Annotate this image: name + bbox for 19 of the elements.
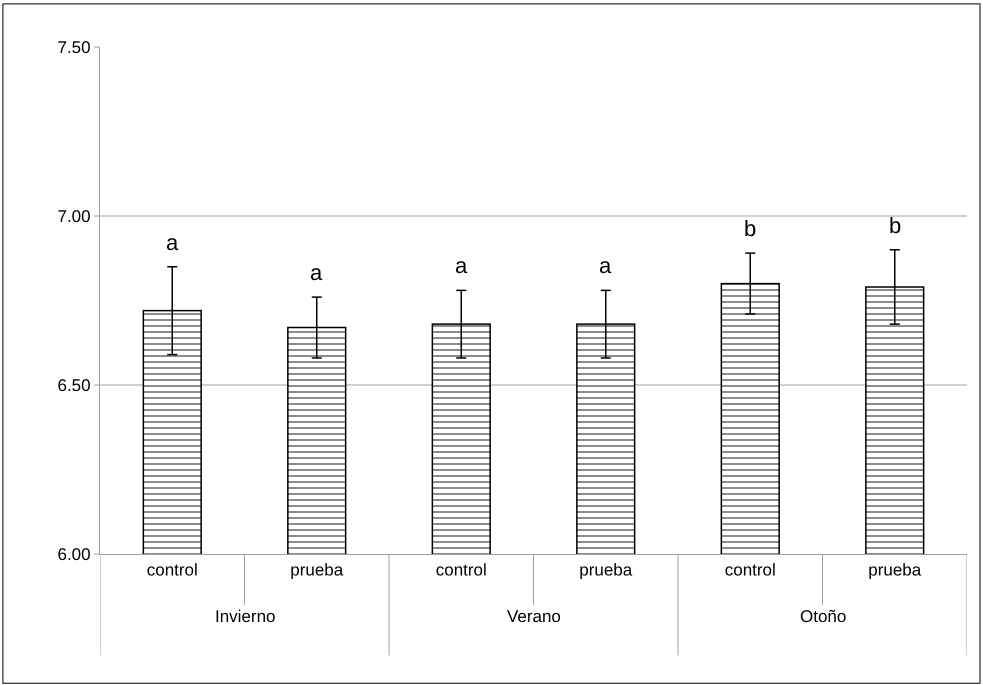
annotation: b	[889, 213, 902, 238]
text: Verano	[507, 607, 561, 626]
annotation: a	[310, 260, 323, 285]
y-tick-label: 7.50	[58, 38, 91, 57]
x-tick-label: control	[436, 560, 487, 580]
x-tick-label: prueba	[290, 560, 344, 580]
y-tick-label: 6.50	[58, 376, 91, 395]
x-tick-label: prueba	[579, 560, 633, 580]
annotation: b	[744, 216, 756, 241]
text: Invierno	[215, 607, 276, 626]
annotation: a	[455, 253, 468, 278]
y-tick-label: 7.00	[58, 206, 91, 226]
annotation: a	[166, 230, 179, 255]
text: Otoño	[800, 607, 846, 626]
annotation: a	[599, 253, 612, 278]
x-tick-label: control	[146, 560, 198, 580]
x-tick-label: control	[724, 560, 776, 580]
x-tick-label: prueba	[868, 560, 922, 580]
y-tick-label: 6.00	[58, 544, 91, 564]
